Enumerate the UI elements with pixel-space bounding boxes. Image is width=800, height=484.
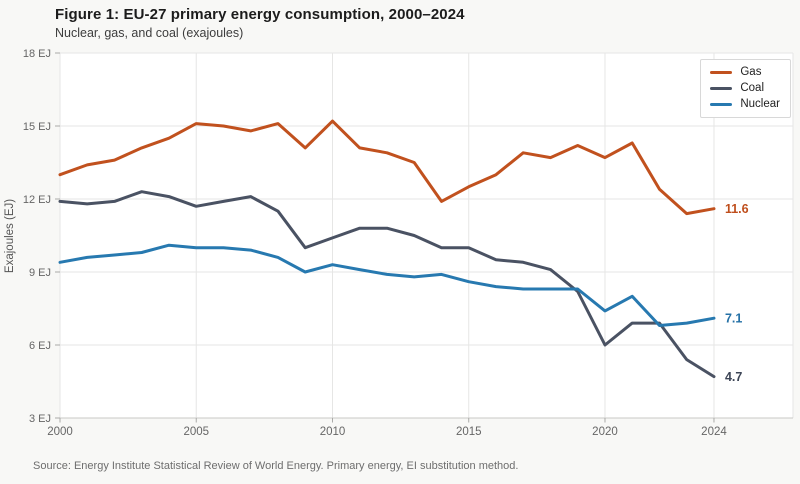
y-tick-label: 18 EJ — [23, 48, 51, 60]
gas-line-swatch-icon — [710, 71, 733, 74]
series-end-labels: 11.6 4.7 7.1 — [725, 202, 749, 384]
end-label-coal: 4.7 — [725, 370, 742, 384]
x-tick-label: 2010 — [320, 426, 346, 438]
y-tick-label: 6 EJ — [29, 340, 51, 352]
y-tick-label: 3 EJ — [29, 413, 51, 425]
plot-background — [60, 53, 793, 418]
series-lines — [58, 119, 716, 379]
legend-label-gas: Gas — [740, 66, 762, 78]
nuclear-line-swatch-icon — [710, 103, 733, 106]
axes-and-ticks — [55, 52, 793, 423]
x-tick-label: 2024 — [701, 426, 727, 438]
series-line-gas — [58, 119, 716, 216]
figure-subtitle: Nuclear, gas, and coal (exajoules) — [55, 26, 244, 40]
x-tick-label: 2000 — [47, 426, 73, 438]
y-axis-title: Exajoules (EJ) — [4, 199, 16, 273]
series-line-nuclear — [58, 243, 716, 327]
coal-line-swatch-icon — [710, 87, 733, 90]
end-label-gas: 11.6 — [725, 202, 749, 216]
end-label-nuclear: 7.1 — [725, 312, 742, 326]
series-line-coal — [58, 190, 716, 379]
legend-label-coal: Coal — [740, 82, 765, 94]
x-tick-label: 2005 — [183, 426, 209, 438]
y-tick-label: 9 EJ — [29, 267, 51, 279]
legend-item-nuclear: Nuclear — [710, 98, 780, 111]
y-tick-label: 12 EJ — [23, 194, 51, 206]
legend-item-gas: Gas — [710, 66, 780, 79]
source-note: Source: Energy Institute Statistical Rev… — [33, 460, 519, 472]
legend-item-coal: Coal — [710, 82, 780, 95]
x-tick-label: 2020 — [592, 426, 618, 438]
y-tick-label: 15 EJ — [23, 121, 51, 133]
legend-label-nuclear: Nuclear — [740, 98, 780, 110]
legend: Gas Coal Nuclear — [700, 59, 791, 118]
x-tick-label: 2015 — [456, 426, 482, 438]
figure-title: Figure 1: EU-27 primary energy consumpti… — [55, 6, 465, 23]
